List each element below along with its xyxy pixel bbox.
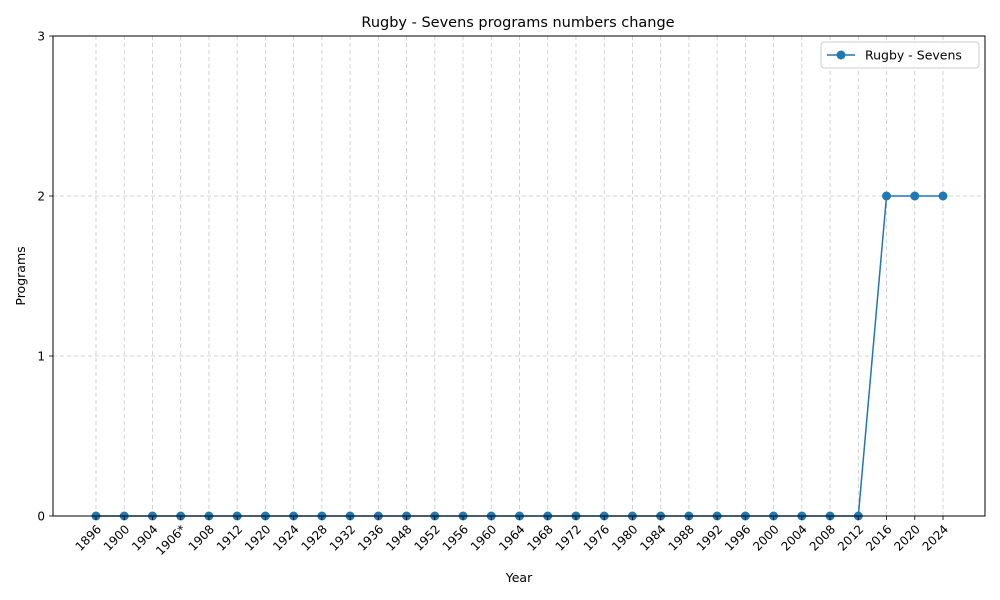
x-tick-label: 2020 — [891, 522, 922, 553]
y-tick-label: 0 — [37, 510, 45, 524]
x-axis-label: Year — [505, 570, 533, 585]
x-tick-label: 1924 — [270, 522, 301, 553]
y-tick-label: 2 — [37, 190, 45, 204]
x-tick-label: 1968 — [524, 522, 555, 553]
x-tick-label: 1948 — [383, 522, 414, 553]
legend-box — [820, 41, 980, 69]
x-tick-label: 1896 — [73, 522, 104, 553]
legend-marker-swatch — [836, 50, 846, 60]
plot-area-frame — [52, 35, 986, 517]
x-tick-label: 1976 — [581, 522, 612, 553]
data-point — [882, 191, 892, 201]
x-tick-label: 1906* — [153, 522, 189, 558]
x-tick-label: 1980 — [609, 522, 640, 553]
x-tick-label: 2012 — [835, 522, 866, 553]
x-tick-label: 1960 — [468, 522, 499, 553]
x-tick-label: 1912 — [214, 522, 245, 553]
x-axis-ticks: 1896190019041906*19081912192019241928193… — [73, 516, 951, 558]
x-tick-label: 1952 — [411, 522, 442, 553]
legend: Rugby - Sevens — [820, 41, 980, 69]
x-tick-label: 1932 — [327, 522, 358, 553]
x-tick-label: 1920 — [242, 522, 273, 553]
x-tick-label: 1964 — [496, 522, 527, 553]
x-tick-label: 2008 — [807, 522, 838, 553]
x-tick-label: 1928 — [298, 522, 329, 553]
x-tick-label: 1988 — [666, 522, 697, 553]
x-tick-label: 1992 — [694, 522, 725, 553]
grid — [53, 36, 985, 516]
x-tick-label: 2016 — [863, 522, 894, 553]
x-tick-label: 1936 — [355, 522, 386, 553]
x-tick-label: 2000 — [750, 522, 781, 553]
chart-title: Rugby - Sevens programs numbers change — [361, 15, 674, 31]
x-tick-label: 1908 — [186, 522, 217, 553]
y-tick-label: 1 — [37, 350, 45, 364]
y-axis-label: Programs — [13, 246, 28, 305]
data-point — [938, 191, 948, 201]
x-tick-label: 2024 — [920, 522, 951, 553]
x-tick-label: 2004 — [778, 522, 809, 553]
data-point — [910, 191, 920, 201]
x-tick-label: 1996 — [722, 522, 753, 553]
x-tick-label: 1972 — [553, 522, 584, 553]
x-tick-label: 1984 — [637, 522, 668, 553]
legend-entry-rugby-sevens: Rugby - Sevens — [865, 48, 962, 63]
x-tick-label: 1956 — [440, 522, 471, 553]
y-tick-label: 3 — [37, 30, 45, 44]
x-tick-label: 1900 — [101, 522, 132, 553]
y-axis-ticks: 0 1 2 3 — [37, 30, 53, 524]
